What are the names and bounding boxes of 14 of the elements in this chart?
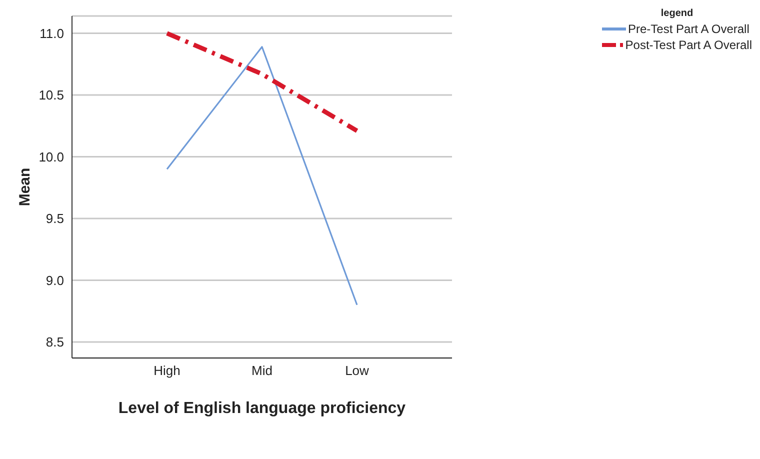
legend-label: Pre-Test Part A Overall (628, 21, 750, 37)
y-tick-label: 9.5 (46, 211, 64, 226)
y-axis-title: Mean (16, 168, 34, 206)
x-tick-label: High (154, 363, 180, 378)
y-tick-label: 10.0 (38, 149, 64, 164)
x-axis-title: Level of English language proficiency (118, 400, 406, 417)
y-tick-label: 10.5 (38, 88, 64, 103)
y-tick-label: 9.0 (46, 272, 64, 288)
y-tick-label: 11.0 (40, 26, 64, 41)
x-tick-label: Mid (252, 363, 272, 378)
y-tick-label: 8.5 (46, 334, 64, 350)
x-tick-label: Low (345, 363, 370, 378)
legend-label: Post-Test Part A Overall (625, 37, 752, 53)
legend-title: legend (660, 8, 694, 19)
